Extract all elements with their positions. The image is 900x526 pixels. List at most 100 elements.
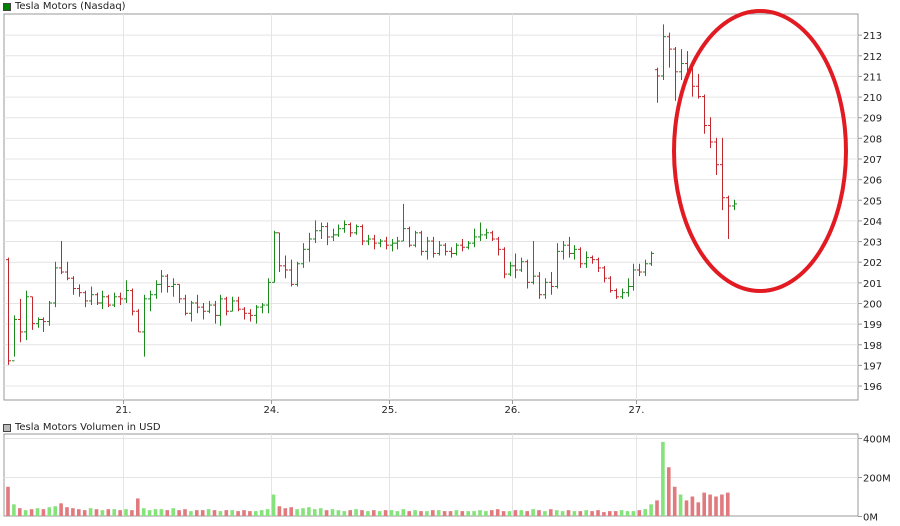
ohlc-bar xyxy=(354,224,359,235)
volume-tick-label: 200M xyxy=(863,474,891,485)
volume-bar xyxy=(12,504,16,516)
ohlc-bar xyxy=(478,222,483,242)
ohlc-bar xyxy=(77,284,82,297)
ohlc-bar xyxy=(378,238,383,248)
ohlc-bar xyxy=(130,288,135,316)
volume-bar xyxy=(360,510,364,516)
price-legend-label: Tesla Motors (Nasdaq) xyxy=(15,1,126,12)
ohlc-bar xyxy=(696,73,701,99)
ohlc-bar xyxy=(319,222,324,239)
volume-bar xyxy=(47,507,52,516)
volume-bar xyxy=(218,511,223,516)
volume-bar xyxy=(678,494,683,516)
ohlc-bar xyxy=(242,307,247,320)
ohlc-bar xyxy=(260,302,265,314)
volume-bar xyxy=(436,510,441,516)
ohlc-bar xyxy=(325,222,330,246)
volume-bar xyxy=(18,508,22,516)
volume-bar xyxy=(637,510,642,516)
price-tick-label: 209 xyxy=(863,114,882,125)
volume-bar xyxy=(389,510,394,516)
ohlc-bar xyxy=(578,247,583,268)
volume-bar xyxy=(165,510,170,516)
ohlc-bar xyxy=(148,290,153,312)
ohlc-bar xyxy=(124,280,129,303)
ohlc-bar xyxy=(702,94,707,134)
volume-bar xyxy=(578,511,583,516)
ohlc-bar xyxy=(183,294,188,316)
volume-bar xyxy=(136,498,140,516)
volume-bar xyxy=(596,510,600,516)
volume-tick-label: 400M xyxy=(863,435,891,446)
volume-bar xyxy=(313,509,317,516)
volume-bar xyxy=(289,507,293,516)
ohlc-bar xyxy=(443,243,448,256)
ohlc-bar xyxy=(71,276,76,295)
ohlc-bar xyxy=(390,238,395,252)
volume-bar xyxy=(490,510,494,516)
volume-bar xyxy=(383,510,388,516)
ohlc-bar xyxy=(602,265,607,283)
ohlc-bar xyxy=(348,222,353,237)
ohlc-bar xyxy=(537,272,542,299)
price-tick-label: 211 xyxy=(863,72,882,83)
ohlc-bar xyxy=(30,296,35,330)
ohlc-bar xyxy=(213,300,218,324)
volume-bar xyxy=(236,511,240,516)
price-tick-label: 198 xyxy=(863,341,882,352)
volume-bar xyxy=(254,511,258,516)
volume-bar xyxy=(23,510,28,516)
ohlc-bar xyxy=(277,232,282,273)
ohlc-bar xyxy=(637,263,642,277)
volume-bar xyxy=(631,511,636,516)
volume-bar xyxy=(29,509,34,516)
volume-bar xyxy=(336,510,341,516)
volume-bar xyxy=(88,508,93,516)
ohlc-bar xyxy=(289,259,294,287)
volume-bar xyxy=(442,511,447,516)
volume-bar xyxy=(407,511,411,516)
volume-bar xyxy=(584,510,588,516)
ohlc-bar xyxy=(596,257,601,273)
volume-bar xyxy=(230,510,234,516)
volume-bar xyxy=(507,511,512,516)
volume-bar xyxy=(619,510,624,516)
ohlc-bar xyxy=(496,236,501,256)
volume-bar xyxy=(159,509,164,516)
volume-bar xyxy=(554,510,559,516)
ohlc-bar xyxy=(12,315,17,362)
volume-bar xyxy=(649,504,653,516)
x-tick-label: 26. xyxy=(505,405,521,416)
ohlc-bar xyxy=(360,224,365,246)
ohlc-bar xyxy=(667,32,672,68)
volume-bar xyxy=(295,509,299,516)
x-tick-label: 25. xyxy=(382,405,398,416)
ohlc-bar xyxy=(431,236,436,258)
ohlc-bar xyxy=(620,288,625,299)
ohlc-bar xyxy=(189,300,194,322)
price-tick-label: 201 xyxy=(863,279,882,290)
ohlc-bar xyxy=(165,274,170,293)
volume-bar xyxy=(366,511,370,516)
ohlc-bar xyxy=(301,243,306,268)
ohlc-bar xyxy=(24,290,29,341)
volume-bar xyxy=(377,511,382,516)
ohlc-bar xyxy=(313,220,318,244)
ohlc-bar xyxy=(525,259,530,289)
volume-bar xyxy=(708,494,712,516)
volume-bar xyxy=(525,511,529,516)
ohlc-bar xyxy=(626,278,631,297)
volume-bar xyxy=(153,509,158,516)
ohlc-bar xyxy=(159,269,164,293)
price-tick-label: 199 xyxy=(863,320,882,331)
volume-bar xyxy=(454,510,459,516)
ohlc-bar xyxy=(531,241,536,285)
volume-bar xyxy=(330,509,335,516)
volume-bar xyxy=(41,509,46,516)
volume-bar xyxy=(572,511,577,516)
volume-bar xyxy=(472,511,476,516)
ohlc-bar xyxy=(372,234,377,250)
volume-bar xyxy=(200,510,205,516)
ohlc-bar xyxy=(502,247,507,279)
volume-bar xyxy=(147,510,152,516)
